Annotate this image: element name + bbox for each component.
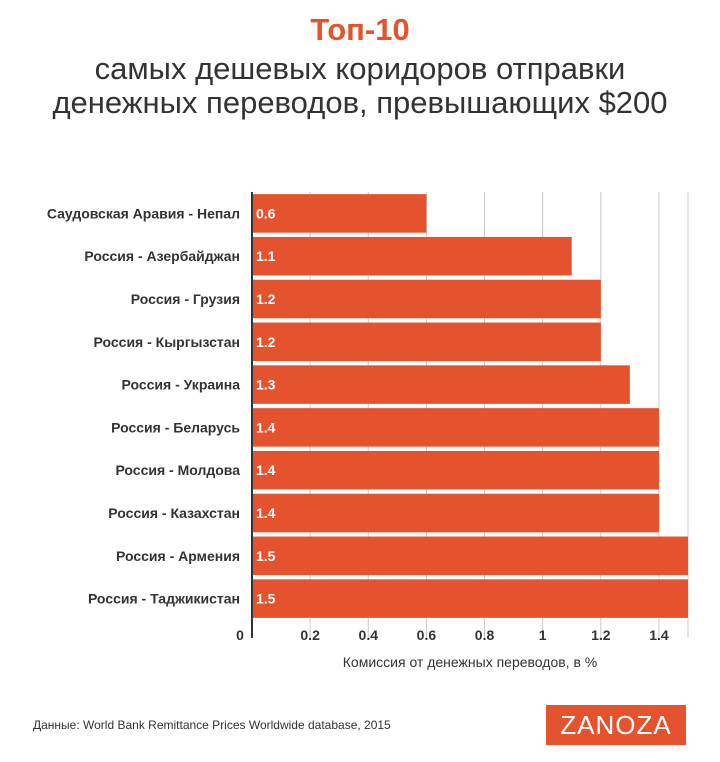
bar-value-label: 1.5 [256, 591, 276, 607]
data-source: Данные: World Bank Remittance Prices Wor… [33, 718, 391, 732]
chart-title: Топ-10 [310, 12, 410, 47]
category-label: Россия - Армения [116, 548, 240, 564]
bar [252, 493, 659, 533]
bar-value-label: 1.4 [256, 505, 276, 521]
category-label: Россия - Украина [121, 377, 240, 393]
chart-subtitle: самых дешевых коридоров отправки денежны… [52, 51, 668, 120]
bar [252, 536, 688, 576]
bar-value-label: 1.1 [256, 248, 276, 264]
bars: 0.6 1.1 1.2 1.2 1.3 1.4 1.4 1.4 1.5 1.5 [252, 194, 688, 618]
x-tick-label: 1.2 [591, 627, 611, 643]
bar-chart: 0.6 1.1 1.2 1.2 1.3 1.4 1.4 1.4 1.5 1.5 Саудовска… [47, 192, 689, 670]
category-label: Россия - Азербайджан [84, 248, 240, 264]
category-label: Россия - Беларусь [111, 419, 240, 435]
bar [252, 579, 688, 618]
zanoza-logo: ZANOZA [546, 705, 686, 745]
bar [252, 279, 601, 319]
bar [252, 408, 659, 447]
bar-value-label: 1.4 [256, 462, 276, 478]
bar [252, 194, 427, 233]
category-label: Россия - Кыргызстан [94, 334, 240, 350]
bar [252, 322, 601, 362]
category-label: Саудовская Аравия - Непал [47, 205, 240, 221]
category-label: Россия - Казахстан [108, 505, 240, 521]
category-label: Россия - Таджикистан [88, 591, 240, 607]
x-tick-label: 0.2 [300, 627, 320, 643]
bar [252, 450, 659, 490]
x-tick-label: 0.4 [359, 627, 379, 643]
bar-value-label: 0.6 [256, 205, 276, 221]
x-tick-label: 1 [539, 627, 547, 643]
x-tick-label: 0 [236, 627, 244, 643]
category-label: Россия - Грузия [131, 291, 240, 307]
bar-value-label: 1.4 [256, 419, 276, 435]
x-tick-label: 0.6 [417, 627, 437, 643]
x-tick-label: 1.4 [649, 627, 669, 643]
x-tick-label: 0.8 [475, 627, 495, 643]
x-axis-title: Комиссия от денежных переводов, в % [343, 654, 597, 670]
bar [252, 236, 572, 276]
bar-value-label: 1.3 [256, 377, 276, 393]
axes: Саудовская Аравия - Непал Россия - Азерба… [47, 192, 669, 643]
bar-value-label: 1.5 [256, 548, 276, 564]
bar-value-label: 1.2 [256, 334, 276, 350]
bar [252, 365, 630, 404]
bar-value-label: 1.2 [256, 291, 276, 307]
category-label: Россия - Молдова [115, 462, 240, 478]
